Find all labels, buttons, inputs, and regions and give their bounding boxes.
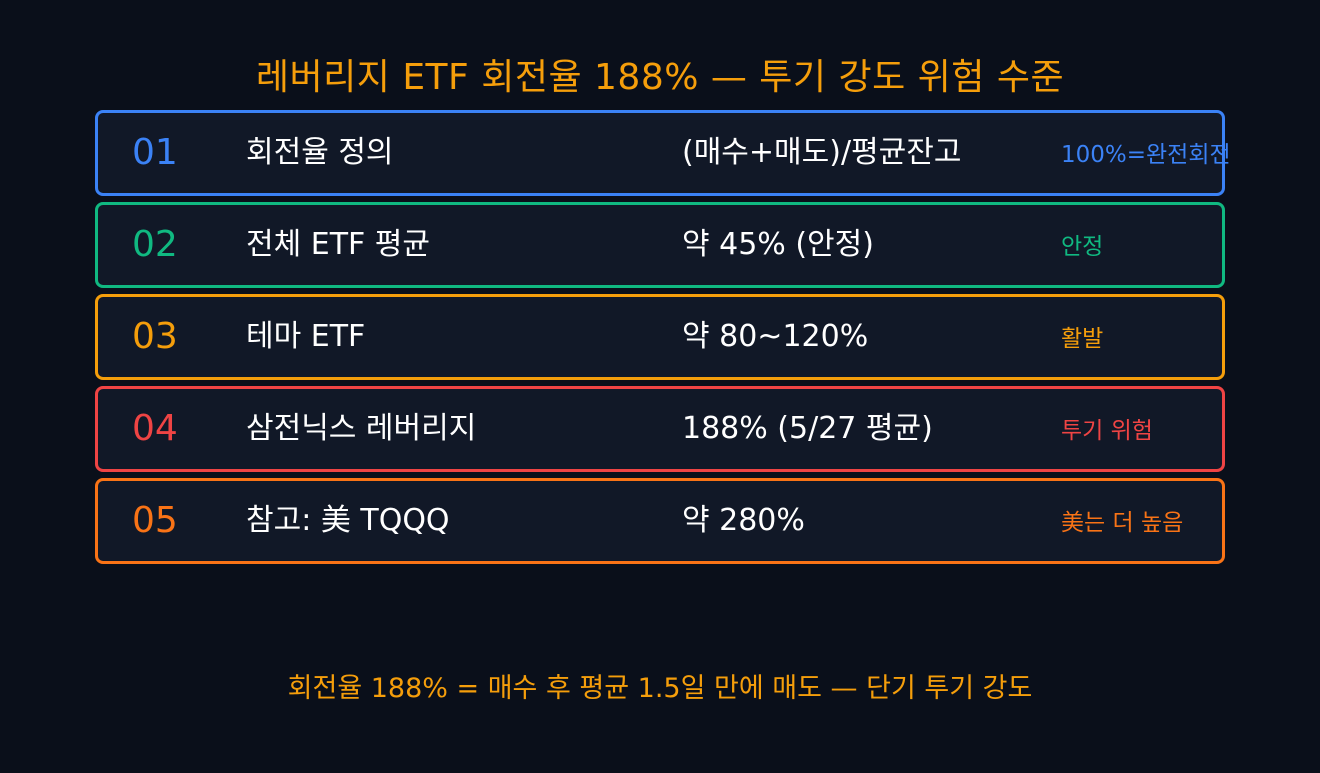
page-title: 레버리지 ETF 회전율 188% — 투기 강도 위험 수준: [255, 57, 1065, 98]
item-note: 활발: [1061, 326, 1104, 352]
item-note: 美는 더 높음: [1061, 510, 1184, 536]
item-label: 테마 ETF: [246, 319, 366, 354]
item-note: 안정: [1061, 234, 1104, 260]
item-number: 01: [132, 132, 178, 173]
turnover-list: 01 회전율 정의 (매수+매도)/평균잔고 100%=완전회전 02 전체 E…: [95, 110, 1231, 570]
list-item: 04 삼전닉스 레버리지 188% (5/27 평균) 투기 위험: [95, 386, 1225, 472]
item-label: 참고: 美 TQQQ: [246, 503, 450, 538]
item-note: 100%=완전회전: [1061, 142, 1231, 168]
item-label: 회전율 정의: [246, 135, 394, 170]
item-label: 삼전닉스 레버리지: [246, 411, 477, 446]
list-item: 01 회전율 정의 (매수+매도)/평균잔고 100%=완전회전: [95, 110, 1231, 196]
item-number: 03: [132, 316, 178, 357]
item-number: 02: [132, 224, 178, 265]
item-value: 약 45% (안정): [682, 227, 874, 262]
item-value: 188% (5/27 평균): [682, 411, 933, 446]
footer-summary: 회전율 188% = 매수 후 평균 1.5일 만에 매도 — 단기 투기 강도: [287, 673, 1033, 704]
item-value: (매수+매도)/평균잔고: [682, 135, 962, 170]
item-number: 05: [132, 500, 178, 541]
item-label: 전체 ETF 평균: [246, 227, 431, 262]
item-note: 투기 위험: [1061, 418, 1153, 444]
item-value: 약 80~120%: [682, 319, 869, 354]
item-number: 04: [132, 408, 178, 449]
list-item: 03 테마 ETF 약 80~120% 활발: [95, 294, 1225, 380]
list-item: 02 전체 ETF 평균 약 45% (안정) 안정: [95, 202, 1225, 288]
item-value: 약 280%: [682, 503, 805, 538]
list-item: 05 참고: 美 TQQQ 약 280% 美는 더 높음: [95, 478, 1225, 564]
